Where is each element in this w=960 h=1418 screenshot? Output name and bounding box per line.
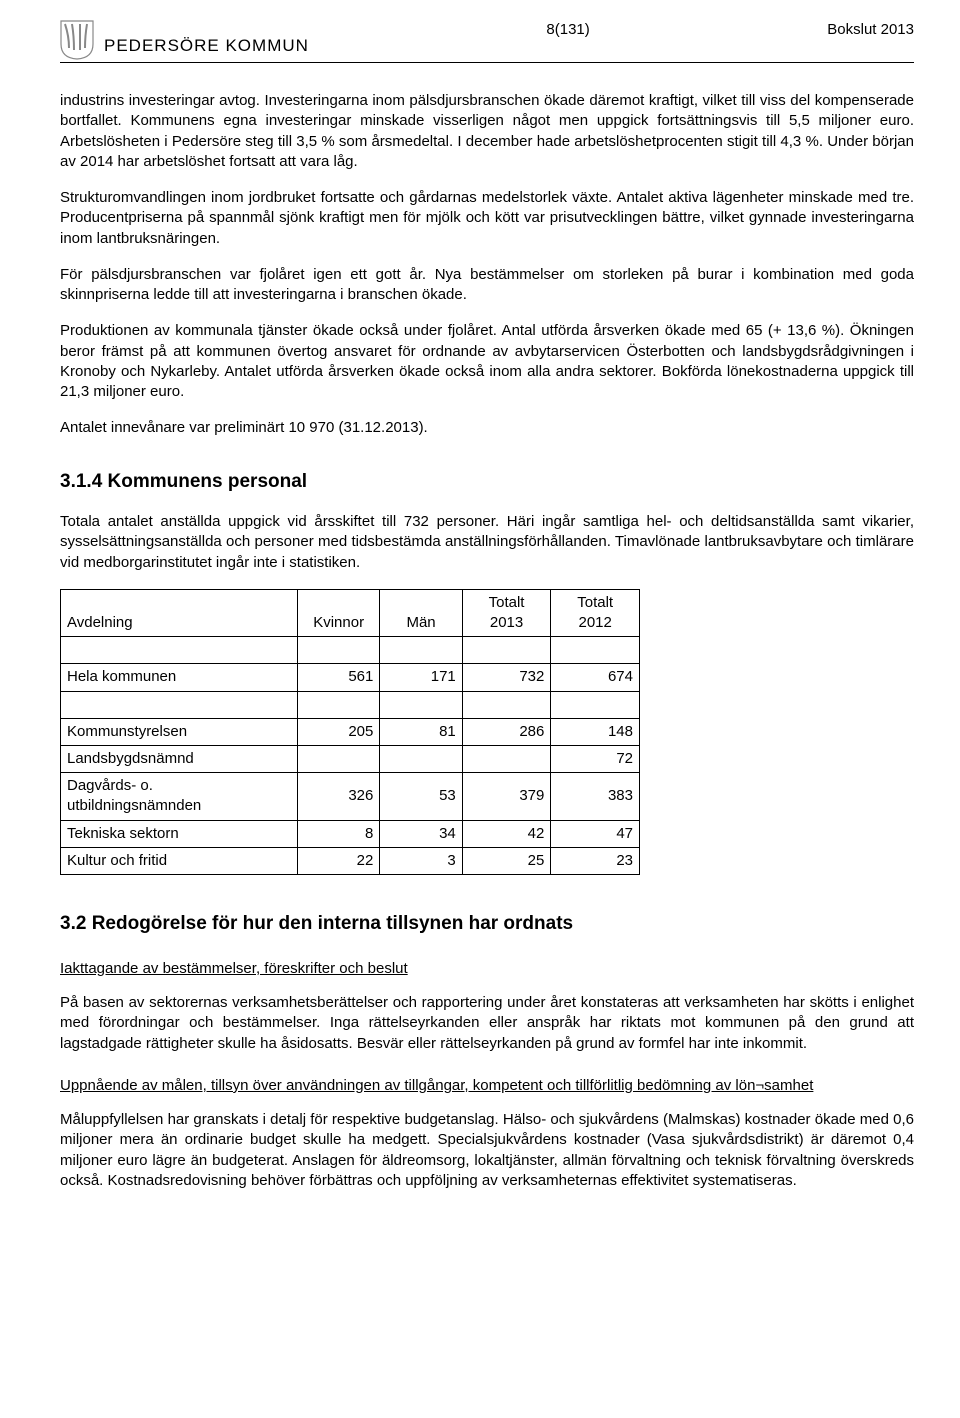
table-row: Kultur och fritid 22 3 25 23 [61, 847, 640, 874]
subsection-heading: Uppnående av målen, tillsyn över användn… [60, 1076, 914, 1096]
col-header-totalt-2012: Totalt 2012 [551, 589, 640, 637]
row-value: 25 [462, 847, 551, 874]
col-header-text: 2013 [490, 614, 523, 631]
row-value: 22 [297, 847, 379, 874]
body-paragraph: För pälsdjursbranschen var fjolåret igen… [60, 265, 914, 306]
col-header-totalt-2013: Totalt 2013 [462, 589, 551, 637]
row-name: Kultur och fritid [61, 847, 298, 874]
table-header-row: Avdelning Kvinnor Män Totalt 2013 Totalt… [61, 589, 640, 637]
col-header-kvinnor: Kvinnor [297, 589, 379, 637]
col-header-avdelning: Avdelning [61, 589, 298, 637]
row-value: 8 [297, 820, 379, 847]
municipality-name: PEDERSÖRE KOMMUN [104, 35, 309, 60]
document-title: Bokslut 2013 [827, 20, 914, 42]
row-value: 47 [551, 820, 640, 847]
body-paragraph: Produktionen av kommunala tjänster ökade… [60, 321, 914, 402]
page-header: PEDERSÖRE KOMMUN 8(131) Bokslut 2013 [60, 20, 914, 63]
row-value [462, 745, 551, 772]
row-value: 81 [380, 718, 462, 745]
table-spacer-row [61, 637, 640, 664]
header-left: PEDERSÖRE KOMMUN [60, 20, 309, 60]
row-value: 379 [462, 773, 551, 821]
municipality-crest-icon [60, 20, 94, 60]
section-heading-314: 3.1.4 Kommunens personal [60, 469, 914, 495]
row-name: Kommunstyrelsen [61, 718, 298, 745]
row-name: Landsbygdsnämnd [61, 745, 298, 772]
page-content: industrins investeringar avtog. Invester… [60, 91, 914, 1191]
subsection-heading: Iakttagande av bestämmelser, föreskrifte… [60, 959, 914, 979]
row-name: Hela kommunen [61, 664, 298, 691]
row-value: 171 [380, 664, 462, 691]
page-number: 8(131) [309, 20, 827, 40]
row-value: 42 [462, 820, 551, 847]
row-value: 383 [551, 773, 640, 821]
body-paragraph: Måluppfyllelsen har granskats i detalj f… [60, 1110, 914, 1191]
table-row: Dagvårds- o. utbildningsnämnden 326 53 3… [61, 773, 640, 821]
row-value: 53 [380, 773, 462, 821]
row-value: 72 [551, 745, 640, 772]
row-value: 205 [297, 718, 379, 745]
col-header-text: 2012 [578, 614, 611, 631]
row-value: 34 [380, 820, 462, 847]
col-header-text: Totalt [489, 594, 525, 611]
row-value: 674 [551, 664, 640, 691]
col-header-man: Män [380, 589, 462, 637]
row-value: 23 [551, 847, 640, 874]
row-value [297, 745, 379, 772]
table-row: Kommunstyrelsen 205 81 286 148 [61, 718, 640, 745]
row-value: 732 [462, 664, 551, 691]
table-row: Tekniska sektorn 8 34 42 47 [61, 820, 640, 847]
body-paragraph: Strukturomvandlingen inom jordbruket for… [60, 188, 914, 249]
table-row: Hela kommunen 561 171 732 674 [61, 664, 640, 691]
body-paragraph: Antalet innevånare var preliminärt 10 97… [60, 418, 914, 438]
page: PEDERSÖRE KOMMUN 8(131) Bokslut 2013 ind… [0, 0, 960, 1247]
body-paragraph: På basen av sektorernas verksamhetsberät… [60, 993, 914, 1054]
body-paragraph: Totala antalet anställda uppgick vid års… [60, 512, 914, 573]
col-header-text: Totalt [577, 594, 613, 611]
section-heading-32: 3.2 Redogörelse för hur den interna till… [60, 911, 914, 937]
table-row: Landsbygdsnämnd 72 [61, 745, 640, 772]
row-value: 326 [297, 773, 379, 821]
row-name: Dagvårds- o. utbildningsnämnden [61, 773, 298, 821]
row-value [380, 745, 462, 772]
row-value: 148 [551, 718, 640, 745]
row-value: 561 [297, 664, 379, 691]
personnel-table: Avdelning Kvinnor Män Totalt 2013 Totalt… [60, 589, 640, 875]
row-value: 286 [462, 718, 551, 745]
row-name: Tekniska sektorn [61, 820, 298, 847]
row-value: 3 [380, 847, 462, 874]
body-paragraph: industrins investeringar avtog. Invester… [60, 91, 914, 172]
table-spacer-row [61, 691, 640, 718]
